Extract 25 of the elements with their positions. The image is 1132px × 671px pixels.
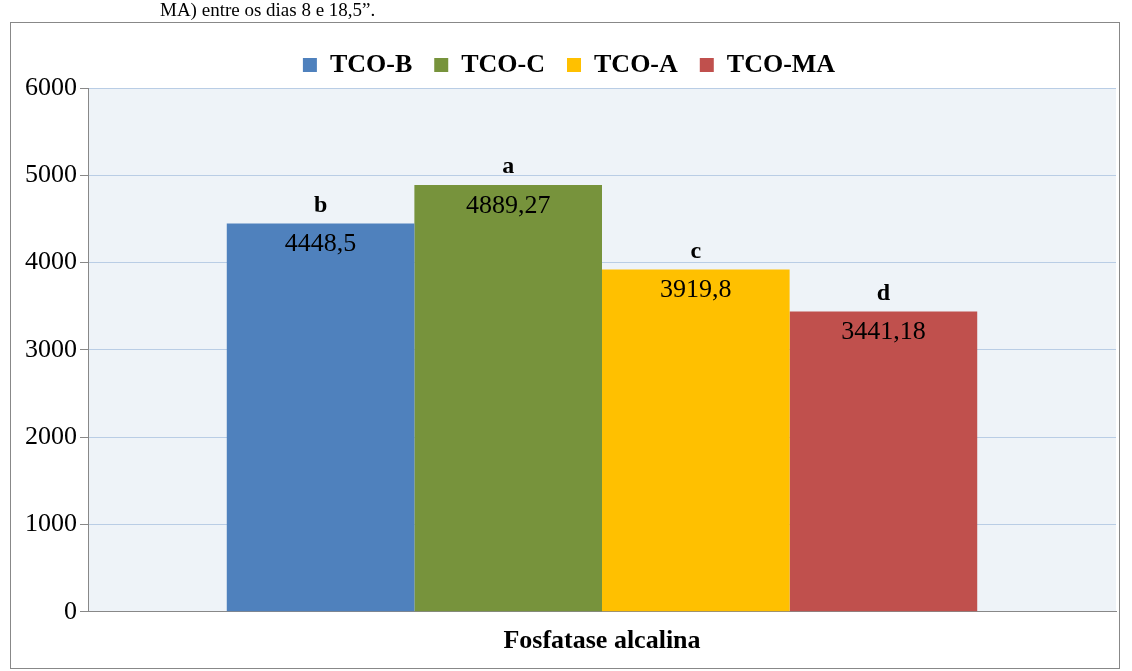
data-label: 4448,5 [284, 228, 357, 258]
legend-label: TCO-A [594, 48, 679, 78]
annotation: d [876, 278, 891, 305]
bar [602, 269, 790, 612]
text: MA) entre os dias 8 e 18,5”. [160, 0, 376, 20]
annotation: a [502, 152, 515, 179]
y-tick-label: 5000 [25, 159, 77, 189]
y-tick-label: 1000 [25, 508, 77, 538]
legend-label: TCO-C [461, 48, 546, 78]
x-axis-title: Fosfatase alcalina [503, 625, 701, 655]
annotation: c [690, 236, 702, 263]
data-label: 3441,18 [841, 316, 926, 346]
legend-label: TCO-MA [726, 48, 836, 78]
bar [789, 311, 978, 612]
y-tick-label: 2000 [25, 421, 77, 451]
y-tick-label: 4000 [25, 246, 77, 276]
y-tick-label: 3000 [25, 333, 77, 363]
y-tick-label: 0 [64, 595, 77, 625]
bar [226, 223, 415, 612]
annotation: b [313, 190, 328, 217]
bar [414, 184, 602, 612]
legend-label: TCO-B [329, 48, 413, 78]
data-label: 4889,27 [465, 189, 551, 219]
data-label: 3919,8 [660, 274, 732, 304]
y-tick-label: 6000 [25, 71, 77, 101]
